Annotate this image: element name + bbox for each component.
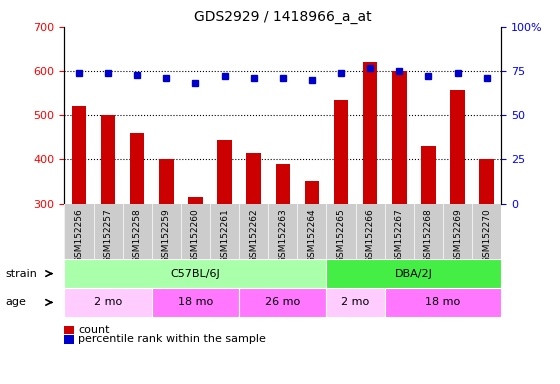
Text: GSM152258: GSM152258 [133, 208, 142, 263]
Text: count: count [78, 325, 110, 335]
Bar [479, 159, 494, 204]
Bar [305, 182, 319, 204]
Bar [326, 288, 385, 317]
Text: GSM152259: GSM152259 [162, 208, 171, 263]
Title: GDS2929 / 1418966_a_at: GDS2929 / 1418966_a_at [194, 10, 372, 25]
Bar [450, 89, 465, 204]
Text: strain: strain [6, 268, 38, 279]
Text: 26 mo: 26 mo [265, 297, 300, 308]
Bar [64, 288, 152, 317]
Bar [385, 288, 501, 317]
Bar [363, 62, 377, 204]
Text: GSM152265: GSM152265 [337, 208, 346, 263]
Text: GSM152260: GSM152260 [191, 208, 200, 263]
Bar [64, 259, 326, 288]
Text: 2 mo: 2 mo [342, 297, 370, 308]
Text: age: age [6, 297, 26, 308]
Bar [130, 133, 144, 204]
Text: percentile rank within the sample: percentile rank within the sample [78, 334, 266, 344]
Bar [421, 146, 436, 204]
Bar [188, 197, 203, 204]
Text: GSM152264: GSM152264 [307, 208, 316, 263]
Text: 18 mo: 18 mo [426, 297, 460, 308]
Bar [101, 115, 115, 204]
Text: 18 mo: 18 mo [178, 297, 213, 308]
Text: 2 mo: 2 mo [94, 297, 122, 308]
Text: GSM152267: GSM152267 [395, 208, 404, 263]
Text: DBA/2J: DBA/2J [395, 268, 433, 279]
Bar [326, 259, 501, 288]
Text: GSM152262: GSM152262 [249, 208, 258, 263]
Bar [159, 159, 174, 204]
Text: GSM152257: GSM152257 [104, 208, 113, 263]
Bar [72, 106, 86, 204]
Text: GSM152266: GSM152266 [366, 208, 375, 263]
Bar [246, 153, 261, 204]
Bar [152, 288, 239, 317]
Bar [239, 288, 326, 317]
Text: GSM152269: GSM152269 [453, 208, 462, 263]
Bar [334, 100, 348, 204]
Bar [392, 71, 407, 204]
Text: GSM152268: GSM152268 [424, 208, 433, 263]
Bar [276, 164, 290, 204]
Text: GSM152261: GSM152261 [220, 208, 229, 263]
Text: GSM152270: GSM152270 [482, 208, 491, 263]
Text: GSM152256: GSM152256 [74, 208, 83, 263]
Text: GSM152263: GSM152263 [278, 208, 287, 263]
Text: C57BL/6J: C57BL/6J [171, 268, 220, 279]
Bar [217, 141, 232, 204]
